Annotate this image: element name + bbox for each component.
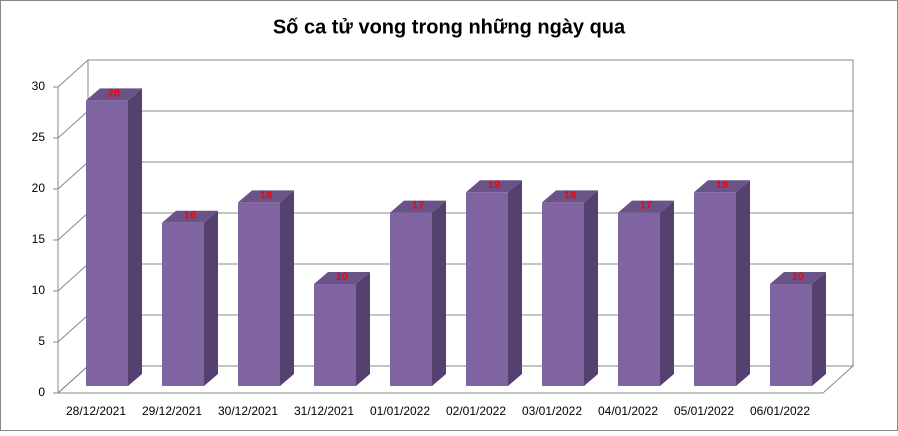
bar-top [314,272,370,284]
bar-top [542,190,598,203]
value-label: 10 [336,271,348,283]
bar-side [812,272,826,386]
bar-top [770,272,826,284]
bar-front [770,284,812,386]
bar-side [736,180,750,386]
bar-top [238,190,294,203]
y-tick-label: 10 [32,283,46,297]
bar-side [508,180,522,386]
bar [238,190,294,386]
bar [618,200,674,386]
y-tick-label: 20 [32,181,46,195]
bar [86,88,142,387]
x-tick-label: 29/12/2021 [142,404,202,418]
bar-front [694,192,736,386]
value-label: 16 [184,210,196,222]
bar [390,200,446,386]
bar [466,180,522,386]
bar-front [86,100,128,387]
value-label: 17 [412,200,424,212]
x-tick-label: 30/12/2021 [218,404,278,418]
value-label: 19 [488,179,500,191]
bar-front [542,202,584,386]
value-label: 10 [792,271,804,283]
value-label: 18 [260,189,272,201]
grid-line [57,59,853,88]
bar-front [238,202,280,386]
bar-side [356,272,370,386]
y-tick-label: 0 [38,385,45,399]
bar-side [584,190,598,386]
value-label: 19 [716,179,728,191]
bar-front [162,222,204,386]
bar-side [128,88,142,387]
value-label: 28 [108,87,120,99]
x-tick-label: 31/12/2021 [294,404,354,418]
bar [314,272,370,386]
bar [694,180,750,386]
y-tick-label: 5 [38,334,45,348]
x-tick-label: 03/01/2022 [522,404,582,418]
value-label: 18 [564,189,576,201]
bar-top [466,180,522,193]
bar-side [660,200,674,386]
x-tick-label: 04/01/2022 [598,404,658,418]
bar-side [204,210,218,386]
x-tick-label: 02/01/2022 [446,404,506,418]
bar-front [618,212,660,386]
x-tick-label: 28/12/2021 [66,404,126,418]
y-tick-label: 15 [32,232,46,246]
bar-top [162,210,218,223]
value-label: 17 [640,200,652,212]
x-tick-label: 05/01/2022 [674,404,734,418]
bar-side [280,190,294,386]
bar-side [432,200,446,386]
x-tick-label: 06/01/2022 [750,404,810,418]
bar-top [390,200,446,213]
bar [542,190,598,386]
y-tick-label: 30 [32,79,46,93]
bar-top [618,200,674,213]
bar-top [86,88,142,101]
y-tick-label: 25 [32,130,46,144]
bar-front [466,192,508,386]
bar [770,272,826,386]
x-tick-label: 01/01/2022 [370,404,430,418]
chart-title: Số ca tử vong trong những ngày qua [273,16,626,38]
bar-top [694,180,750,193]
bar-front [390,212,432,386]
bar-front [314,284,356,386]
bar [162,210,218,386]
